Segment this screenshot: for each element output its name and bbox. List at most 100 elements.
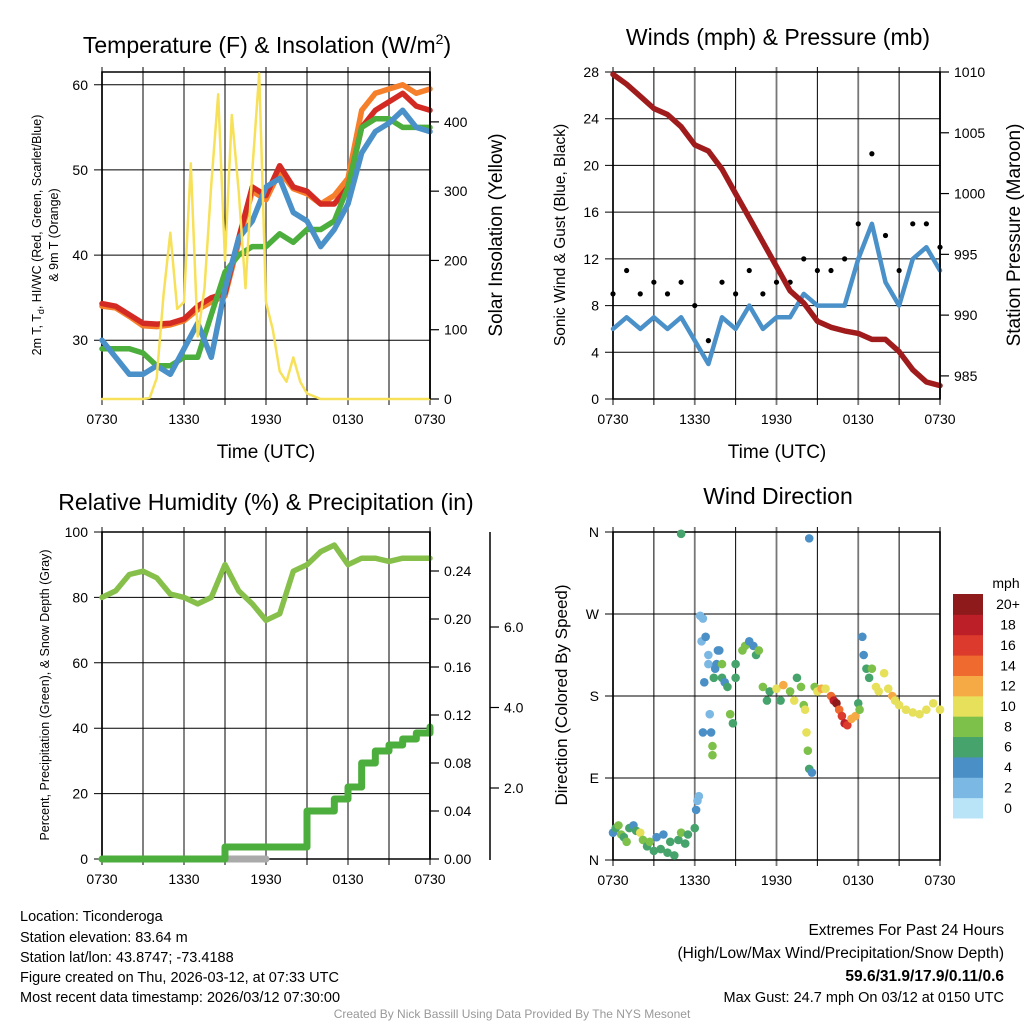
wind-direction-point — [935, 705, 945, 714]
right-tick-label: 0.12 — [444, 707, 471, 723]
snow-tick-label: 6.0 — [504, 619, 524, 635]
gust-point — [923, 221, 929, 227]
x-tick-label: 0730 — [924, 872, 955, 888]
wind-direction-point — [894, 700, 904, 710]
legend-swatch — [953, 797, 983, 819]
right-tick-label: 400 — [444, 114, 468, 130]
info-location: Location: Ticonderoga — [20, 909, 164, 925]
wind-direction-point — [762, 696, 772, 705]
wind-direction-point — [821, 684, 830, 694]
gust-point — [828, 267, 834, 274]
y-tick-label: N — [589, 852, 599, 868]
right-tick-label: 0.00 — [444, 851, 471, 867]
wind-direction-point — [701, 632, 710, 642]
wind-direction-point — [859, 650, 868, 660]
series-sonic-wind — [610, 221, 943, 367]
legend-swatch — [953, 716, 983, 738]
x-tick-label: 1330 — [168, 411, 199, 427]
series-solar-insolation — [100, 72, 432, 401]
wind-direction-panel-title: Wind Direction — [703, 483, 853, 509]
plot-frame — [612, 531, 941, 861]
wind-direction-point — [758, 682, 768, 692]
wind-direction-point — [800, 705, 810, 714]
y-tick-label: 40 — [72, 720, 88, 736]
gust-point — [842, 256, 848, 262]
gust-point — [705, 338, 711, 344]
gust-point — [814, 267, 820, 274]
right-tick-label: 1010 — [954, 64, 985, 80]
pressure-y-label: Station Pressure (Maroon) — [1004, 124, 1024, 347]
right-tick-label: 0.08 — [444, 755, 471, 771]
gust-point — [910, 221, 916, 227]
wind-direction-point — [674, 835, 683, 845]
x-tick-label: 1330 — [168, 871, 199, 887]
x-tick-label: 0730 — [597, 872, 628, 888]
legend-swatch — [953, 675, 983, 697]
wind-direction-point — [843, 720, 852, 730]
x-tick-label: 0730 — [597, 411, 628, 427]
wind-direction-point — [680, 839, 690, 848]
wind-direction-point — [699, 678, 709, 687]
y-tick-label: 4 — [591, 344, 599, 360]
temperature-y-label-line1: 2m T, Td, HI/WC (Red, Green, Scarlet/Blu… — [30, 115, 46, 356]
wind-direction-point — [698, 614, 708, 623]
wind-direction-point — [709, 673, 719, 683]
y-tick-label: 80 — [72, 589, 88, 605]
humidity-y-label: Percent, Precipitation (Green), & Snow D… — [38, 549, 52, 840]
wind-direction-point — [802, 728, 811, 737]
wind-direction-point — [837, 711, 847, 721]
y-tick-label: E — [590, 770, 599, 786]
gust-point — [801, 256, 807, 262]
wind-direction-point — [638, 835, 648, 845]
extremes-title: Extremes For Past 24 Hours — [808, 922, 1004, 939]
wind-direction-point — [663, 848, 672, 858]
wind-direction-point — [665, 837, 675, 847]
humidity-panel-title: Relative Humidity (%) & Precipitation (i… — [58, 489, 473, 515]
legend-label: 10 — [1000, 698, 1016, 714]
legend-swatch — [953, 594, 983, 615]
y-tick-label: 12 — [583, 251, 599, 267]
wind-direction-point — [691, 805, 701, 815]
gust-point — [773, 279, 780, 285]
max-gust: Max Gust: 24.7 mph On 03/12 at 0150 UTC — [724, 990, 1004, 1006]
wind-direction-point — [928, 698, 938, 708]
wind-direction-point — [670, 851, 679, 860]
gust-point — [692, 302, 698, 309]
legend-label: 18 — [1000, 617, 1016, 633]
gust-point — [869, 151, 875, 157]
y-tick-label: 28 — [583, 64, 599, 80]
gust-point — [678, 279, 684, 285]
legend-label: 8 — [1004, 718, 1012, 734]
x-tick-label: 0730 — [924, 411, 955, 427]
wind-direction-y-label: Direction (Colored By Speed) — [552, 584, 571, 805]
y-tick-label: 0 — [80, 851, 88, 867]
legend-label: 16 — [1000, 637, 1016, 653]
wind-direction-point — [772, 684, 781, 694]
right-tick-label: 990 — [954, 307, 978, 323]
y-tick-label: 16 — [583, 204, 599, 220]
wind-direction-point — [656, 844, 665, 854]
gust-point — [855, 221, 861, 227]
x-tick-label: 0130 — [332, 411, 363, 427]
snow-tick-label: 2.0 — [504, 780, 524, 796]
wind-direction-point — [807, 768, 817, 777]
legend-label: 2 — [1004, 779, 1012, 795]
info-latlon: Station lat/lon: 43.8747; -73.4188 — [20, 950, 234, 966]
wind-direction-point — [765, 687, 774, 696]
right-tick-label: 0.04 — [444, 803, 471, 819]
y-tick-label: 20 — [72, 786, 88, 802]
x-tick-label: 1930 — [250, 871, 281, 887]
wind-direction-point — [708, 741, 717, 751]
wind-direction-point — [723, 682, 732, 692]
x-tick-label: 0730 — [86, 871, 117, 887]
y-tick-label: 8 — [591, 298, 599, 314]
wind-direction-point — [908, 708, 918, 717]
legend-swatch — [953, 655, 983, 676]
wind-direction-point — [851, 711, 860, 721]
wind-direction-point — [804, 534, 814, 543]
winds-x-label: Time (UTC) — [728, 442, 827, 463]
wind-direction-point — [858, 632, 867, 642]
temperature-y-label-line2: & 9m T (Orange) — [47, 188, 61, 281]
legend-swatch — [953, 634, 983, 656]
